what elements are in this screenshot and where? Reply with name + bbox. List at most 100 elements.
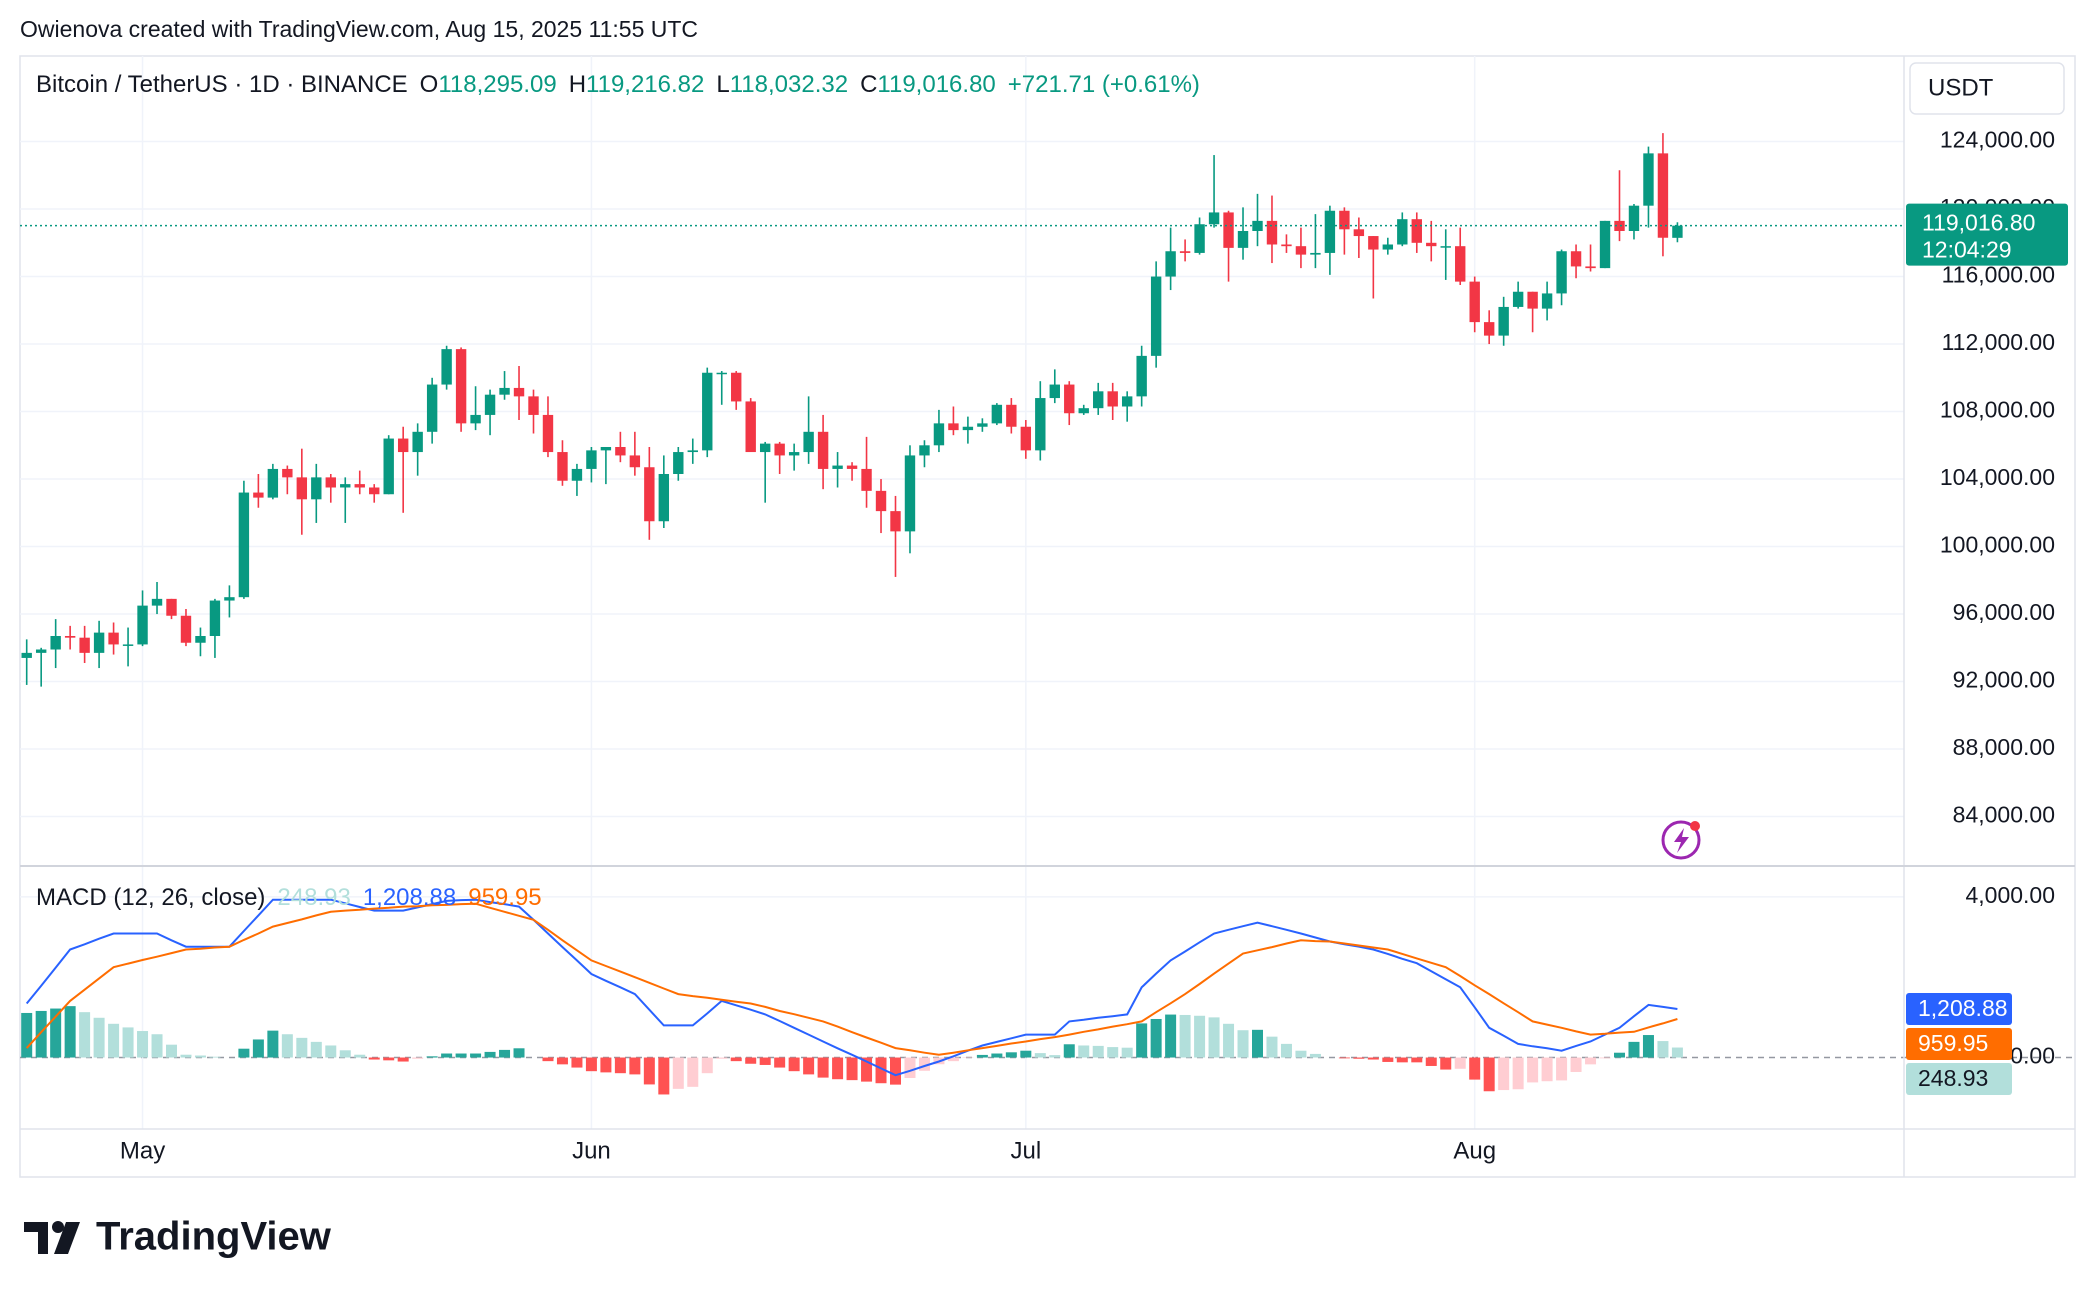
candle-body — [209, 600, 221, 636]
value-label: 959.95 — [1918, 1030, 1988, 1056]
candle-body — [1266, 220, 1278, 245]
low-label: L — [716, 71, 729, 98]
histogram-bar — [35, 1010, 47, 1058]
logo-text: TradingView — [96, 1215, 332, 1259]
candle-body — [716, 372, 727, 375]
candle-body — [166, 598, 177, 616]
histogram-bar — [1338, 1057, 1350, 1059]
histogram-bar — [93, 1017, 105, 1058]
candle-body — [93, 632, 105, 653]
histogram-bar — [513, 1048, 525, 1058]
candle-body — [1020, 426, 1032, 451]
candle-body — [919, 445, 930, 456]
histogram-bar — [1642, 1035, 1654, 1058]
candle-body — [441, 349, 452, 385]
candle-body — [137, 605, 148, 645]
histogram-bar — [947, 1057, 959, 1062]
candle-body — [600, 446, 612, 451]
histogram-bar — [1237, 1030, 1249, 1058]
histogram-bar — [832, 1057, 844, 1080]
candle-body — [1064, 384, 1075, 414]
candle-body — [1179, 251, 1191, 253]
y-tick-label: 108,000.00 — [1940, 397, 2055, 423]
histogram-bar — [64, 1006, 76, 1058]
candle-body — [513, 387, 525, 397]
logo: TradingView — [24, 1215, 332, 1259]
candle-body — [21, 652, 32, 658]
histogram-bar — [1599, 1057, 1611, 1059]
candle-body — [383, 438, 394, 495]
candle-body — [731, 372, 742, 402]
candle-body — [1440, 246, 1451, 248]
alert-dot[interactable] — [1690, 821, 1700, 831]
histogram-bar — [194, 1055, 206, 1058]
candle-body — [1426, 242, 1437, 247]
currency-button[interactable] — [1909, 62, 2065, 115]
candle-body — [832, 465, 843, 469]
histogram-bar — [21, 1012, 33, 1058]
histogram-bar — [79, 1012, 91, 1058]
histogram-bar — [238, 1048, 250, 1058]
candle-body — [1483, 322, 1495, 336]
candle-body — [890, 511, 901, 532]
candle-body — [1121, 396, 1133, 407]
histogram-bar — [1382, 1057, 1394, 1062]
histogram-bar — [484, 1051, 496, 1058]
histogram-bar — [267, 1030, 279, 1058]
histogram-bar — [1179, 1014, 1191, 1058]
histogram-bar — [1121, 1047, 1133, 1058]
histogram-bar — [354, 1054, 366, 1058]
candle-body — [484, 394, 496, 415]
histogram-bar — [122, 1027, 134, 1058]
alert-icon[interactable] — [1661, 820, 1701, 860]
marks — [20, 133, 1904, 1095]
histogram-bar — [1266, 1036, 1278, 1058]
histogram-bar — [976, 1054, 988, 1058]
histogram-bar — [1628, 1041, 1640, 1058]
histogram-bar — [585, 1057, 597, 1072]
high-value: 119,216.82 — [586, 71, 704, 98]
logo-mark-dot — [52, 1221, 64, 1233]
histogram-bar — [918, 1057, 930, 1071]
candle-body — [122, 644, 134, 646]
candle-body — [1628, 205, 1640, 231]
histogram-bar — [281, 1034, 293, 1058]
histogram-bar — [1541, 1057, 1553, 1082]
candle-body — [1339, 210, 1350, 230]
histogram-bar — [716, 1057, 728, 1059]
y-tick-label: 112,000.00 — [1942, 329, 2055, 355]
histogram-bar — [1034, 1053, 1046, 1058]
histogram-bar — [470, 1053, 482, 1058]
alert-bolt[interactable] — [1674, 828, 1689, 853]
histogram-bar — [658, 1057, 670, 1095]
histogram-bar — [904, 1057, 916, 1079]
histogram-bar — [730, 1057, 742, 1062]
histogram-bar — [1353, 1057, 1365, 1059]
signal-value: 959.95 — [468, 884, 541, 911]
candle-body — [1006, 404, 1017, 427]
candle-body — [224, 597, 235, 601]
candle-body — [64, 635, 76, 638]
histogram-bar — [1092, 1045, 1104, 1058]
histogram-bar — [1527, 1057, 1539, 1083]
open-value: 118,295.09 — [438, 71, 556, 98]
candle-body — [79, 637, 90, 653]
histogram-bar — [397, 1057, 409, 1062]
currency[interactable]: USDT — [1928, 74, 1994, 101]
histogram-bar — [252, 1039, 264, 1058]
candle-body — [1599, 220, 1611, 269]
histogram-bar — [151, 1034, 163, 1058]
candle-body — [658, 473, 670, 522]
histogram-bar — [1005, 1052, 1017, 1058]
candle-body — [1397, 219, 1408, 245]
histogram-bar — [426, 1056, 438, 1058]
candle-body — [875, 490, 887, 512]
histogram-bar — [629, 1057, 641, 1075]
alert-ring[interactable] — [1661, 820, 1701, 860]
open-label: O — [420, 71, 439, 98]
candle-body — [35, 649, 47, 653]
candle-body — [1223, 212, 1234, 248]
histogram-bar — [1556, 1057, 1568, 1081]
histogram-bar — [890, 1057, 901, 1085]
